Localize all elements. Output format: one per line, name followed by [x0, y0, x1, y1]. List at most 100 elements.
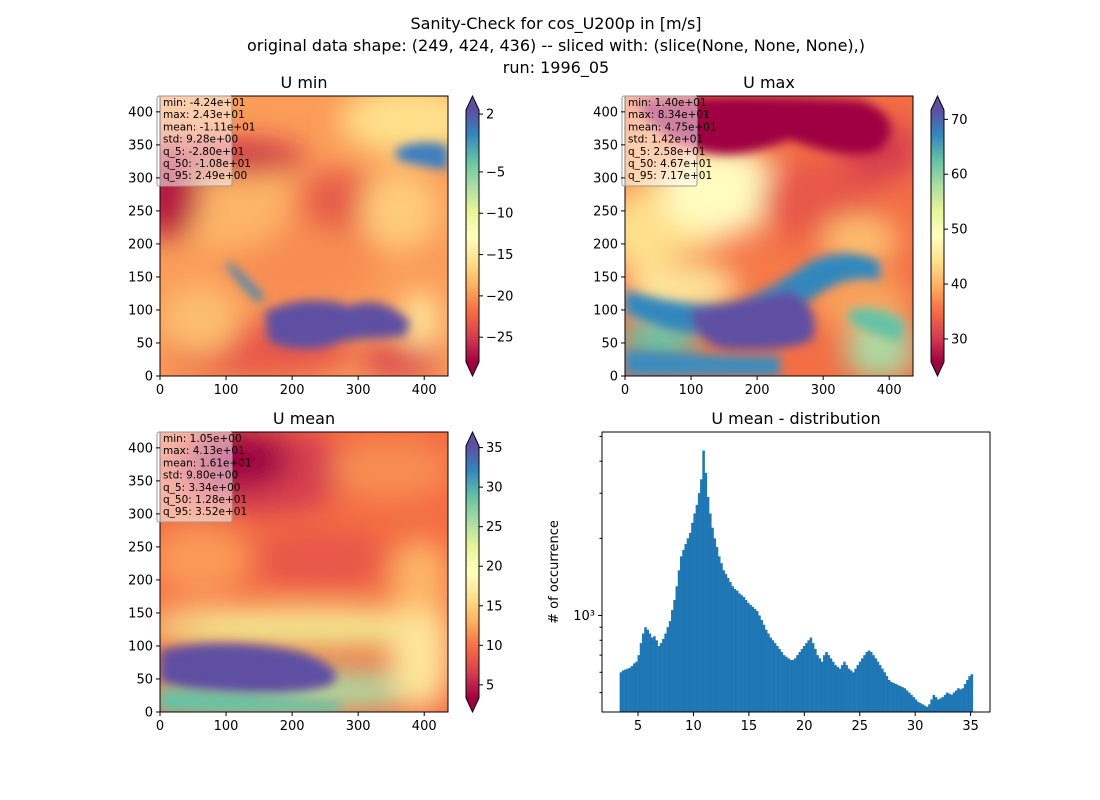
histogram-bar [910, 694, 913, 712]
y-tick-label: 150 [128, 270, 153, 285]
histogram-bar [630, 665, 634, 712]
histogram-bar [735, 590, 739, 712]
x-tick-label: 100 [679, 383, 704, 398]
histogram-bar [782, 655, 786, 712]
histogram-bar [633, 663, 636, 712]
y-tick-label: 50 [136, 336, 153, 351]
x-tick-label: 10 [685, 719, 702, 734]
histogram-bar [662, 638, 665, 712]
histogram-bar [621, 670, 625, 712]
y-tick-label: 250 [128, 540, 153, 555]
heatmap-u-max [625, 96, 913, 376]
histogram-bar [637, 655, 641, 712]
histogram-bar [869, 652, 873, 712]
x-tick-label: 300 [811, 383, 836, 398]
histogram-bar [776, 646, 779, 712]
colorbar-tick-label: 40 [951, 278, 968, 293]
histogram-bar [894, 684, 898, 712]
y-tick-label: 100 [593, 303, 618, 318]
colorbar-tick-label: −10 [486, 207, 513, 222]
histogram-bar [802, 646, 806, 712]
histogram-bar [847, 668, 851, 712]
colorbar-tick-label: 2 [486, 108, 494, 123]
x-tick-label: 400 [412, 383, 437, 398]
histogram-bar [626, 668, 629, 712]
colorbar-tick-label: 5 [486, 678, 494, 693]
histogram-bar [896, 685, 900, 712]
title-line-3: run: 1996_05 [503, 58, 609, 78]
histogram-bar [762, 624, 766, 712]
histogram-bar [789, 660, 793, 712]
histogram-bar [706, 496, 710, 712]
histogram-bar [863, 655, 866, 712]
histogram-bar [785, 656, 788, 712]
x-tick-label: 200 [280, 383, 305, 398]
histogram-bar [767, 633, 770, 712]
histogram-bar [764, 629, 768, 712]
histogram-bar [760, 620, 763, 712]
histogram-bar [872, 655, 875, 712]
histogram-bar [726, 578, 730, 712]
histogram-bar [724, 574, 728, 712]
y-tick-label: 400 [593, 105, 618, 120]
histogram-bar [903, 688, 907, 712]
histogram-bar [852, 672, 855, 712]
histogram-bar [905, 690, 909, 712]
x-tick-label: 25 [851, 719, 868, 734]
histogram-bar [758, 615, 761, 712]
histogram-bar [666, 627, 670, 712]
histogram-bar [816, 655, 819, 712]
histogram-bar [867, 650, 871, 712]
y-tick-label: 250 [593, 204, 618, 219]
histogram-bar [650, 637, 654, 712]
y-tick-label: 300 [593, 171, 618, 186]
histogram-bar [807, 640, 810, 712]
panel-title-u-max: U max [743, 73, 795, 92]
y-tick-label: 10³ [573, 609, 595, 624]
histogram-bar [809, 637, 813, 712]
histogram-bar [668, 621, 672, 712]
histogram-bar [749, 604, 752, 712]
histogram-bar [829, 658, 833, 712]
histogram-bar [798, 652, 801, 712]
histogram-bar [899, 686, 902, 712]
x-tick-label: 30 [907, 719, 924, 734]
x-tick-label: 200 [745, 383, 770, 398]
histogram-bar [878, 665, 882, 712]
x-tick-label: 20 [796, 719, 813, 734]
y-tick-label: 400 [128, 441, 153, 456]
colorbar-tick-label: −25 [486, 331, 513, 346]
x-tick-label: 200 [280, 719, 305, 734]
histogram-bar [963, 684, 967, 712]
histogram-bar [729, 582, 732, 712]
histogram-bar [912, 697, 915, 712]
stat-line: q_95: 3.52e+01 [163, 506, 247, 518]
histogram-bar [740, 595, 743, 712]
histogram-bar [937, 699, 940, 712]
histogram-bar [885, 676, 889, 712]
histogram-bar [688, 532, 692, 712]
stat-line: std: 1.42e+01 [628, 134, 703, 146]
histogram-bar [820, 661, 824, 712]
stat-line: std: 9.80e+00 [163, 470, 238, 482]
heatmap-u-min [160, 96, 448, 376]
colorbar-tick-label: 60 [951, 168, 968, 183]
histogram-bar [700, 479, 703, 712]
y-tick-label: 50 [601, 336, 618, 351]
stat-line: q_95: 7.17e+01 [628, 170, 712, 182]
panel-u-max: U max [593, 73, 967, 398]
histogram-bar [856, 665, 860, 712]
histogram-bar [787, 658, 790, 712]
y-tick-label: 50 [136, 672, 153, 687]
histogram-bar [780, 652, 784, 712]
histogram-bar [639, 643, 643, 712]
histogram-bar [702, 450, 705, 712]
histogram-bar [747, 602, 750, 712]
histogram-bar [742, 597, 746, 712]
stat-line: min: -4.24e+01 [163, 97, 245, 109]
x-tick-label: 300 [346, 719, 371, 734]
colorbar-tick-label: 35 [486, 441, 503, 456]
